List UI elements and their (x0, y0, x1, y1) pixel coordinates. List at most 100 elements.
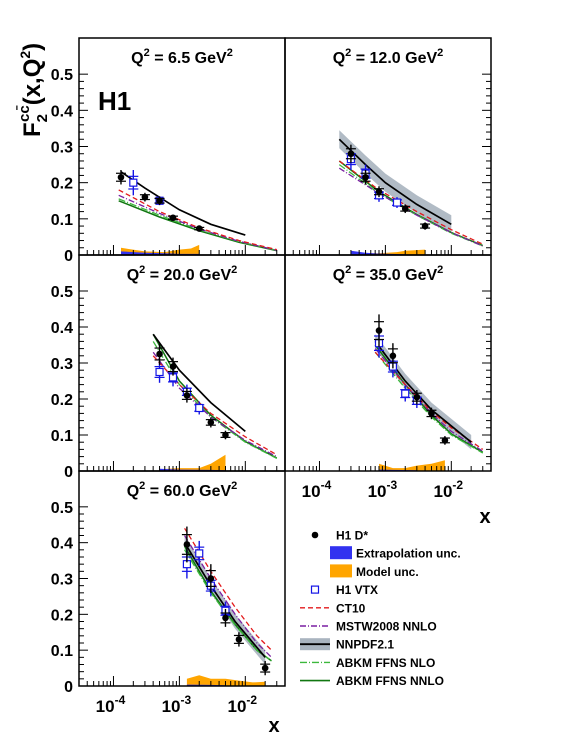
x-tick-label-base: 10 (368, 482, 387, 501)
y-tick-label: 0.4 (51, 536, 73, 553)
y-tick-label: 0.3 (51, 356, 73, 373)
legend-label: Model unc. (356, 565, 419, 579)
y-tick-label: 0 (64, 679, 73, 696)
legend-label: ABKM FFNS NLO (336, 656, 435, 670)
legend-label: H1 D* (336, 529, 368, 543)
h1-dstar-point (154, 343, 165, 365)
h1-dstar-point (439, 436, 450, 445)
h1-dstar-point (374, 314, 385, 347)
panel-title: Q2 = 12.0 GeV2 (333, 47, 444, 67)
x-tick-label-exponent: -2 (246, 693, 257, 707)
x-tick-label-base: 10 (96, 697, 115, 716)
h1-dstar-point (181, 526, 192, 563)
mstw2008-nnlo-curve (118, 194, 277, 251)
panel-q2-4: Q2 = 35.0 GeV2 (284, 254, 492, 472)
h1-dstar-point (360, 170, 371, 185)
h1-vtx-point (400, 385, 411, 402)
panel-title-unit-sup: 2 (227, 47, 233, 59)
panel-title: Q2 = 20.0 GeV2 (127, 264, 238, 284)
mstw2008-nnlo-curve (184, 535, 272, 658)
h1-vtx-point (194, 540, 205, 566)
panel-title: Q2 = 35.0 GeV2 (333, 264, 444, 284)
h1-dstar-marker (207, 419, 215, 426)
h1-dstar-marker (117, 173, 125, 181)
h1-dstar-point (426, 407, 437, 420)
model-uncertainty-band (159, 454, 226, 471)
x-tick-label-exponent: -3 (387, 478, 398, 492)
h1-vtx-marker (195, 403, 204, 413)
h1-vtx-point (154, 361, 165, 383)
panel-title-unit-sup: 2 (437, 264, 443, 276)
legend-label: ABKM FFNS NNLO (336, 674, 444, 688)
abkm-ffns-nlo-curve (152, 341, 278, 459)
x-tick-label: 10-4 (302, 478, 332, 501)
legend-symbol-h1-dstar (311, 531, 319, 539)
h1-dstar-marker (222, 431, 229, 439)
experiment-label: H1 (98, 86, 131, 116)
x-tick-label: 10-3 (162, 693, 192, 716)
h1-dstar-marker (156, 350, 163, 358)
panel-title-value: = 6.5 GeV (150, 50, 227, 67)
legend-item-vtx: H1 VTX (310, 583, 378, 597)
x-tick-label: 10-2 (228, 693, 258, 716)
h1-dstar-marker (183, 392, 191, 399)
legend-label: NNPDF2.1 (336, 638, 394, 652)
legend-item-ct10: CT10 (300, 601, 366, 615)
y-tick-label: 0.3 (51, 140, 73, 157)
h1-dstar-point (420, 222, 431, 230)
y-axis-title-sup: cc̄ (15, 105, 33, 122)
h1-dstar-marker (347, 150, 355, 158)
panel-title-value: = 20.0 GeV (145, 267, 231, 284)
y-tick-label: 0.1 (51, 643, 73, 660)
x-tick-label: 10-4 (96, 693, 126, 716)
panel-frame (78, 254, 286, 472)
h1-dstar-marker (261, 664, 269, 672)
y-axis-title-sub: 2 (34, 114, 51, 122)
y-tick-label: 0 (64, 464, 73, 481)
model-uncertainty-band (379, 460, 445, 471)
legend-item-h1dstar: H1 D* (311, 529, 368, 543)
panel-frame (284, 37, 492, 256)
svg-text:F2cc̄(x,Q2): F2cc̄(x,Q2) (15, 43, 51, 137)
h1-dstar-marker (141, 193, 149, 201)
y-tick-label: 0.3 (51, 572, 73, 589)
panel-title-q-sup: 2 (139, 480, 145, 492)
h1-vtx-marker (155, 367, 164, 377)
h1-dstar-marker (413, 393, 421, 401)
h1-dstar-point (205, 417, 216, 428)
mstw2008-nnlo-curve (338, 167, 484, 247)
legend-item-nnpdf: NNPDF2.1 (300, 638, 394, 652)
panel-title-unit-sup: 2 (231, 480, 237, 492)
abkm-ffns-nlo-curve (184, 549, 272, 662)
legend-item-model: Model unc. (330, 564, 419, 579)
h1-dstar-point (168, 357, 179, 376)
h1-dstar-point (233, 632, 244, 647)
y-axis-title-args-sup: 2 (17, 51, 33, 59)
h1-dstar-point (194, 225, 205, 232)
legend-symbol-model (330, 564, 352, 578)
x-tick-label-base: 10 (434, 482, 453, 501)
model-uncertainty-band (186, 675, 266, 686)
h1-dstar-point (400, 204, 411, 214)
h1-dstar-marker (421, 222, 429, 230)
h1-dstar-marker (389, 352, 397, 360)
abkm-ffns-nnlo-curve (152, 333, 278, 459)
h1-dstar-marker (375, 188, 383, 196)
h1-dstar-marker (195, 225, 203, 232)
h1-vtx-point (194, 401, 205, 415)
legend-symbol-extrapolation (330, 546, 352, 560)
x-axis-title: x (268, 715, 279, 737)
h1-dstar-point (220, 608, 231, 627)
h1-dstar-marker (375, 327, 383, 334)
legend-label: CT10 (336, 601, 366, 615)
panel-title-q: Q (127, 483, 139, 500)
y-tick-label: 0.2 (51, 607, 73, 624)
h1-dstar-point (115, 170, 126, 185)
h1-dstar-marker (207, 575, 215, 582)
h1-dstar-point (154, 196, 165, 206)
h1-dstar-point (387, 343, 398, 369)
x-tick-label: 10-2 (434, 478, 464, 501)
h1-vtx-marker (129, 178, 138, 187)
y-tick-label: 0.2 (51, 176, 73, 193)
